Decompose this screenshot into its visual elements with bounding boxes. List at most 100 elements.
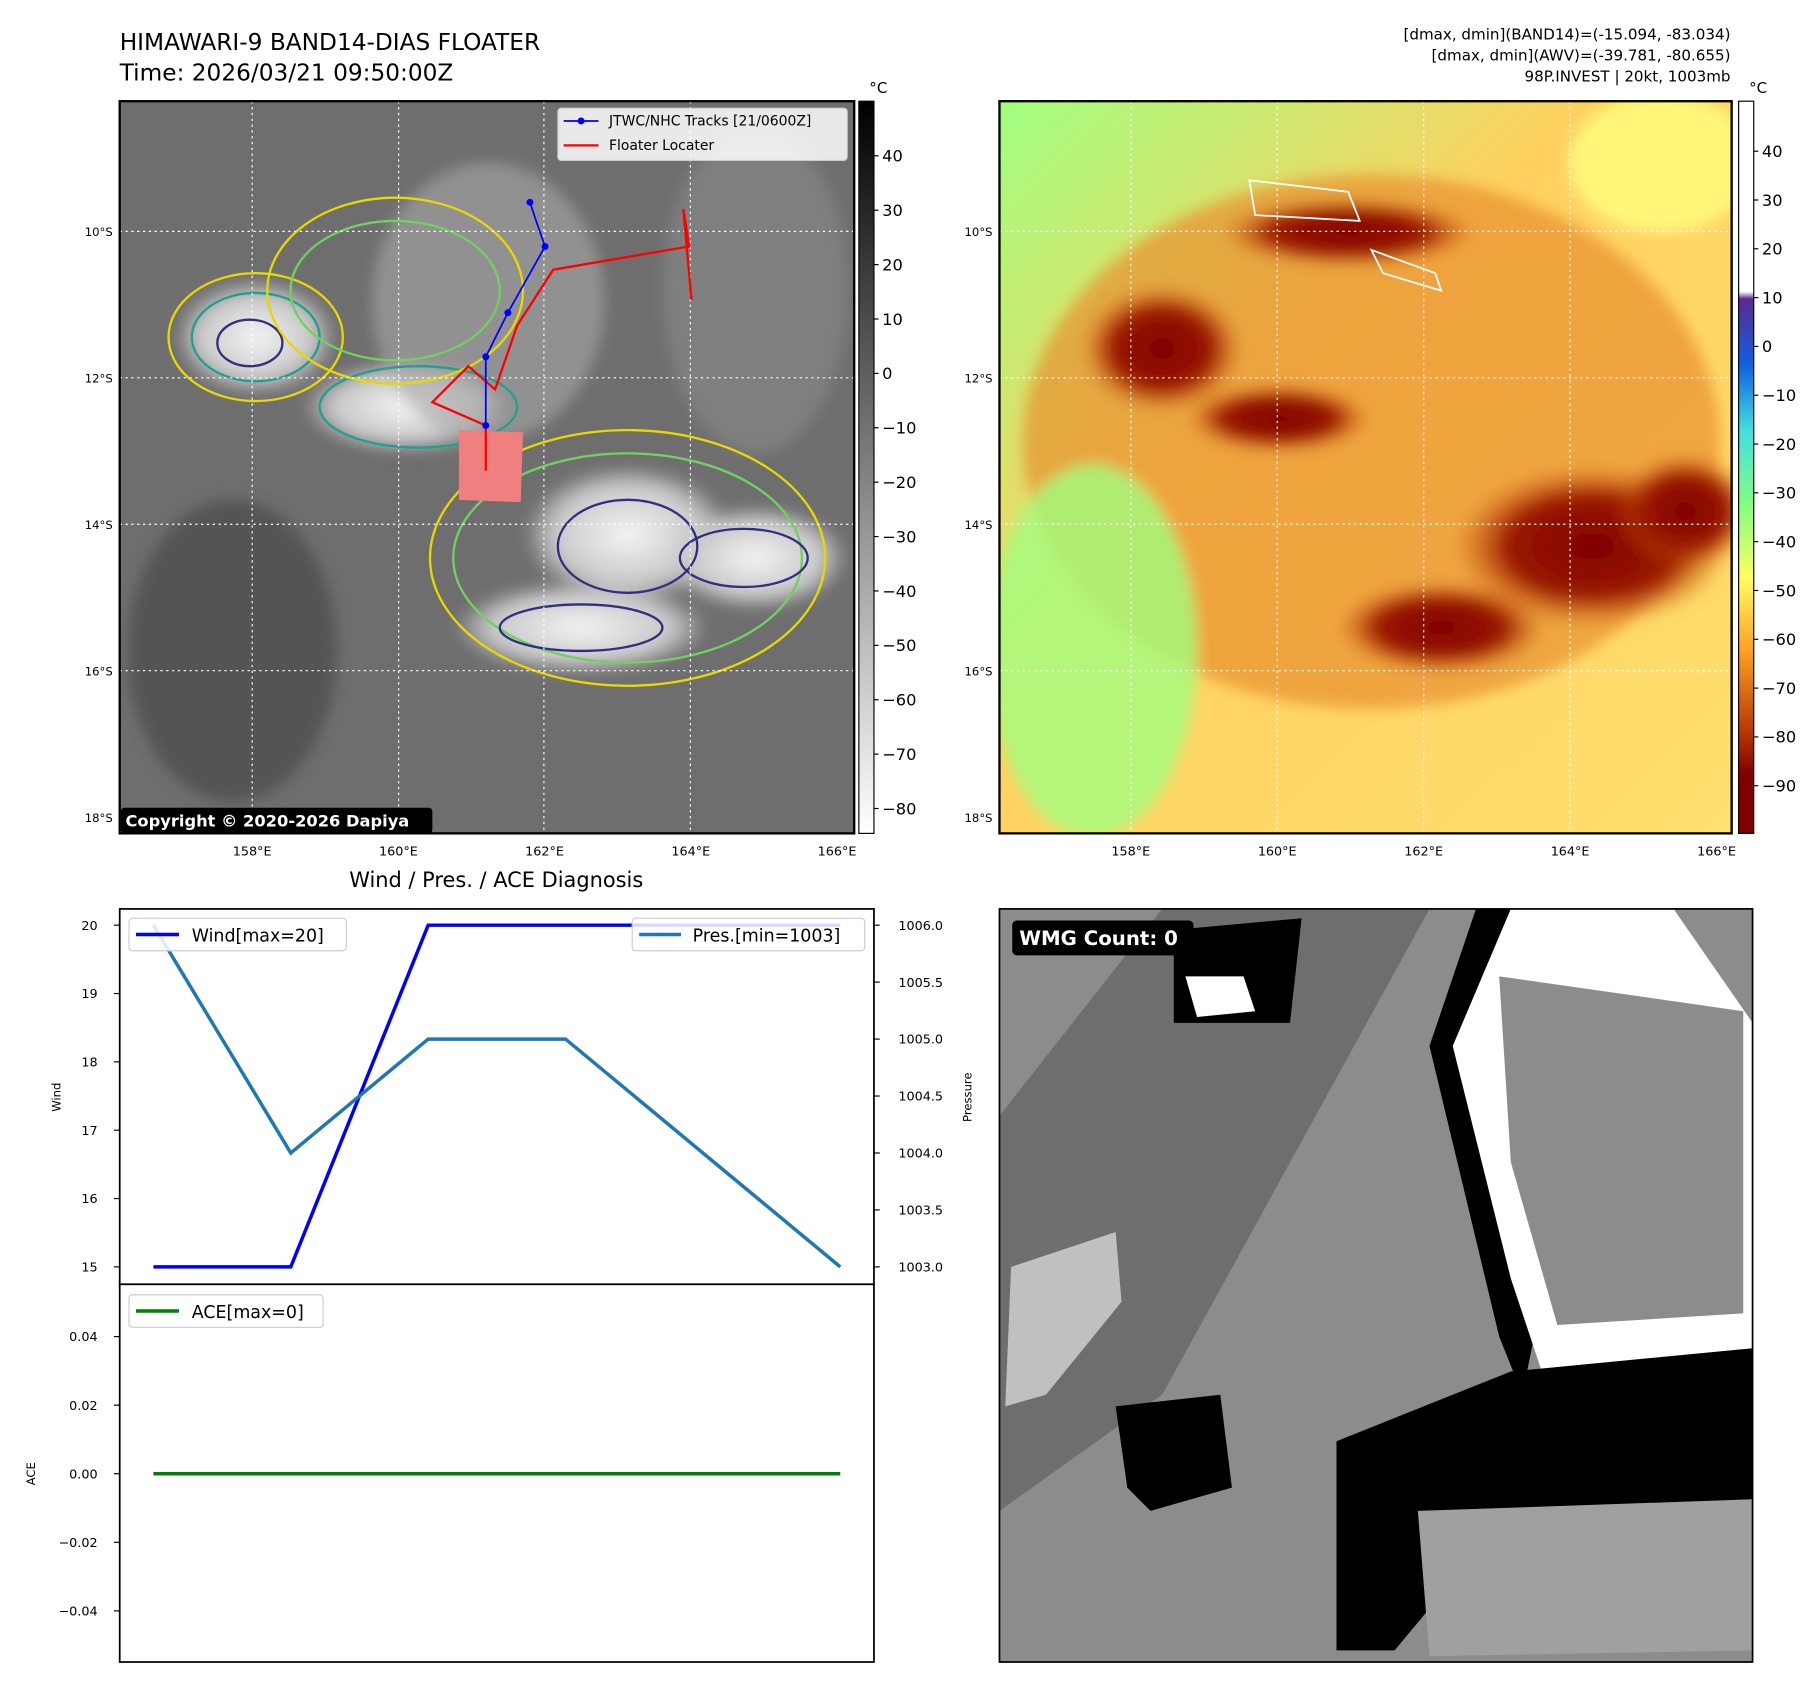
wind-legend: Wind[max=20] bbox=[128, 917, 347, 952]
pressure-tick: 1003.0 bbox=[898, 1261, 943, 1276]
figure-title: HIMAWARI-9 BAND14-DIAS FLOATER bbox=[120, 29, 540, 56]
copyright-text: Copyright © 2020-2026 Dapiya bbox=[126, 811, 410, 830]
pressure-tick: 1006.0 bbox=[898, 919, 943, 934]
colorbar-ir-tick: −80 bbox=[882, 799, 916, 818]
jtwc-track-line bbox=[484, 202, 547, 426]
stats-band14: [dmax, dmin](BAND14)=(-15.094, -83.034) bbox=[1403, 26, 1730, 44]
colorbar-ir-unit: °C bbox=[869, 79, 887, 97]
lat-label: 14°S bbox=[965, 518, 993, 532]
colorbar-awv-tick: 10 bbox=[1762, 288, 1783, 307]
colorbar-awv-tick: 0 bbox=[1762, 337, 1772, 356]
figure-time: Time: 2026/03/21 09:50:00Z bbox=[119, 59, 454, 86]
ace-legend-label: ACE[max=0] bbox=[192, 1303, 304, 1323]
wmg-panel: WMG Count: 0 bbox=[998, 908, 1754, 1663]
colorbar-awv-tick: −90 bbox=[1762, 777, 1796, 796]
lon-label: 166°E bbox=[1697, 844, 1736, 859]
lon-label: 166°E bbox=[818, 844, 857, 859]
wmg-count-badge bbox=[1012, 920, 1194, 956]
chart-title: Wind / Pres. / ACE Diagnosis bbox=[349, 868, 643, 892]
colorbar-ir bbox=[858, 100, 875, 834]
colorbar-ir-tick: −50 bbox=[882, 636, 916, 655]
colorbar-ir-tick: 40 bbox=[882, 147, 903, 166]
pressure-tick: 1005.0 bbox=[898, 1033, 943, 1048]
colorbar-awv-tick: 30 bbox=[1762, 191, 1783, 210]
legend-tracks-label: JTWC/NHC Tracks [21/0600Z] bbox=[608, 114, 811, 130]
colorbar-ir-tick: −20 bbox=[882, 473, 916, 492]
pressure-tick: 1005.5 bbox=[898, 976, 943, 991]
storm-info: 98P.INVEST | 20kt, 1003mb bbox=[1524, 67, 1730, 85]
colorbar-awv-tick: 20 bbox=[1762, 240, 1783, 259]
ace-tick: 0.00 bbox=[69, 1467, 97, 1482]
copyright-badge bbox=[120, 807, 433, 834]
pressure-tick: 1004.0 bbox=[898, 1147, 943, 1162]
colorbar-ir-tick: −60 bbox=[882, 691, 916, 710]
colorbar-awv-tick: 40 bbox=[1762, 142, 1783, 161]
wind-tick: 15 bbox=[81, 1261, 97, 1276]
lat-label: 10°S bbox=[965, 225, 993, 239]
colorbar-awv-tick: −50 bbox=[1762, 581, 1796, 600]
colorbar-ir-tick: 10 bbox=[882, 310, 903, 329]
lat-label: 14°S bbox=[85, 518, 113, 532]
stats-awv: [dmax, dmin](AWV)=(-39.781, -80.655) bbox=[1432, 47, 1731, 65]
ace-axis-label: ACE bbox=[24, 1462, 38, 1485]
colorbar-ir-tick: −70 bbox=[882, 745, 916, 764]
ace-tick: −0.02 bbox=[58, 1536, 97, 1551]
track-points bbox=[482, 198, 549, 429]
wind-tick: 16 bbox=[81, 1192, 97, 1207]
lon-label: 160°E bbox=[1258, 844, 1297, 859]
wind-pressure-chart bbox=[118, 908, 875, 1286]
ace-legend: ACE[max=0] bbox=[128, 1294, 324, 1328]
ir-map-panel bbox=[119, 101, 855, 834]
floater-locater-line bbox=[430, 209, 693, 471]
colorbar-ir-tick: −10 bbox=[882, 419, 916, 438]
legend-floater-label: Floater Locater bbox=[609, 138, 714, 154]
pressure-legend-label: Pres.[min=1003] bbox=[693, 926, 841, 946]
lon-label: 162°E bbox=[525, 844, 564, 859]
colorbar-awv-tick: −40 bbox=[1762, 532, 1796, 551]
colorbar-awv-unit: °C bbox=[1749, 79, 1767, 97]
wmg-count-text: WMG Count: 0 bbox=[1019, 927, 1178, 950]
ace-tick: 0.04 bbox=[69, 1330, 97, 1345]
colorbar-ir-tick: −40 bbox=[882, 582, 916, 601]
wind-tick: 18 bbox=[81, 1056, 97, 1071]
pressure-legend: Pres.[min=1003] bbox=[631, 917, 866, 952]
colorbar-awv-tick: −20 bbox=[1762, 435, 1796, 454]
wind-legend-label: Wind[max=20] bbox=[192, 926, 324, 946]
colorbar-ir-tick: 0 bbox=[882, 364, 892, 383]
lon-label: 164°E bbox=[1551, 844, 1590, 859]
pressure-tick: 1004.5 bbox=[898, 1090, 943, 1105]
lat-label: 10°S bbox=[85, 225, 113, 239]
ace-tick: −0.04 bbox=[58, 1605, 97, 1620]
ace-tick: 0.02 bbox=[69, 1399, 97, 1414]
map-legend: JTWC/NHC Tracks [21/0600Z] Floater Locat… bbox=[557, 107, 848, 162]
lat-label: 16°S bbox=[85, 664, 113, 678]
pressure-tick: 1003.5 bbox=[898, 1204, 943, 1219]
lon-label: 162°E bbox=[1404, 844, 1443, 859]
lat-label: 18°S bbox=[965, 811, 993, 825]
colorbar-awv bbox=[1738, 100, 1755, 834]
lat-label: 16°S bbox=[965, 664, 993, 678]
lon-label: 158°E bbox=[233, 844, 272, 859]
colorbar-ir-tick: 30 bbox=[882, 201, 903, 220]
lat-label: 12°S bbox=[965, 371, 993, 385]
wind-tick: 17 bbox=[81, 1124, 97, 1139]
lon-label: 164°E bbox=[671, 844, 710, 859]
wind-tick: 19 bbox=[81, 987, 97, 1002]
colorbar-awv-tick: −60 bbox=[1762, 630, 1796, 649]
wind-tick: 20 bbox=[81, 919, 97, 934]
colorbar-ir-tick: 20 bbox=[882, 255, 903, 274]
pressure-series-line bbox=[151, 924, 842, 1269]
colorbar-awv-tick: −10 bbox=[1762, 386, 1796, 405]
awv-map-panel bbox=[999, 101, 1732, 834]
lon-label: 158°E bbox=[1111, 844, 1150, 859]
wind-axis-label: Wind bbox=[49, 1083, 63, 1112]
lat-label: 18°S bbox=[85, 811, 113, 825]
colorbar-awv-tick: −70 bbox=[1762, 679, 1796, 698]
lon-label: 160°E bbox=[379, 844, 418, 859]
colorbar-awv-tick: −30 bbox=[1762, 484, 1796, 503]
colorbar-awv-tick: −80 bbox=[1762, 728, 1796, 747]
lat-label: 12°S bbox=[85, 371, 113, 385]
colorbar-ir-tick: −30 bbox=[882, 527, 916, 546]
pressure-axis-label: Pressure bbox=[961, 1072, 975, 1122]
